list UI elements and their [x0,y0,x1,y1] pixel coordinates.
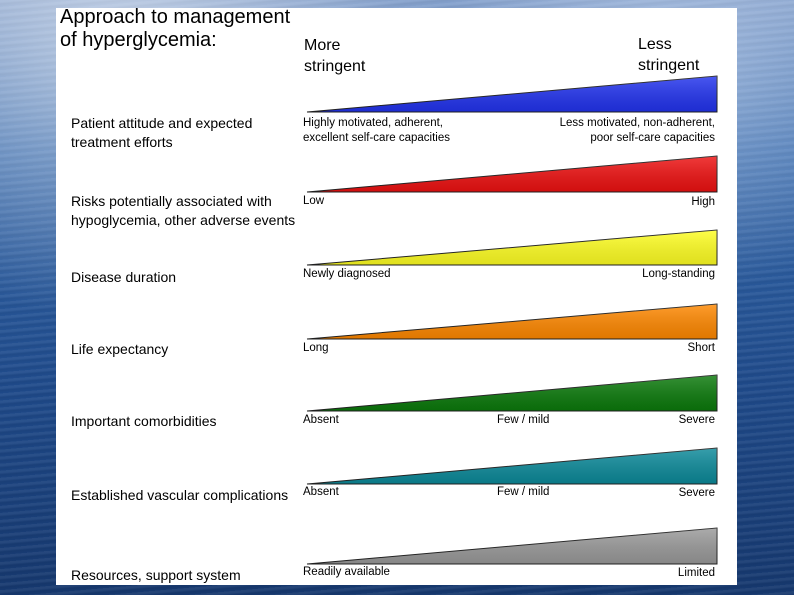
row-label-patient-attitude: Patient attitude and expected treatment … [71,115,253,150]
row-label-comorbidities: Important comorbidities [71,413,217,429]
wedge-shade-hypoglycemia-risk [307,156,717,192]
wedge-shade-life-expectancy [307,304,717,339]
row-label-resources: Resources, support system [71,567,241,583]
scale-middle-vascular-complications: Few / mild [497,486,550,498]
wedge-shade-disease-duration [307,230,717,265]
scale-left-life-expectancy: Long [303,342,329,354]
scale-left-vascular-complications: Absent [303,486,339,498]
scale-right-resources: Limited [677,567,715,579]
scale-left-hypoglycemia-risk: Low [303,195,325,207]
scale-right-patient-attitude: Less motivated, non-adherent, poor self-… [559,117,715,144]
scale-left-resources: Readily available [303,566,390,578]
row-label-disease-duration: Disease duration [71,269,177,285]
less-stringent-header: Less stringent [638,36,700,74]
row-label-hypoglycemia-risk: Risks potentially associated with hypogl… [71,193,296,228]
scale-middle-comorbidities: Few / mild [497,414,550,426]
wedge-shade-resources [307,528,717,564]
scale-right-hypoglycemia-risk: High [691,196,715,208]
scale-right-disease-duration: Long-standing [642,268,715,280]
slide-title: Approach to management of hyperglycemia: [60,6,291,51]
scale-left-disease-duration: Newly diagnosed [303,268,391,280]
wedge-shade-patient-attitude [307,76,717,112]
scale-right-vascular-complications: Severe [678,487,715,499]
scale-left-comorbidities: Absent [303,414,339,426]
row-label-life-expectancy: Life expectancy [71,341,169,357]
scale-left-patient-attitude: Highly motivated, adherent, excellent se… [303,117,451,144]
wedge-shade-comorbidities [307,375,717,411]
wedge-shade-vascular-complications [307,448,717,484]
more-stringent-header: More stringent [304,37,366,75]
row-label-vascular-complications: Established vascular complications [71,487,289,503]
scale-right-life-expectancy: Short [687,342,716,354]
scale-right-comorbidities: Severe [678,414,715,426]
